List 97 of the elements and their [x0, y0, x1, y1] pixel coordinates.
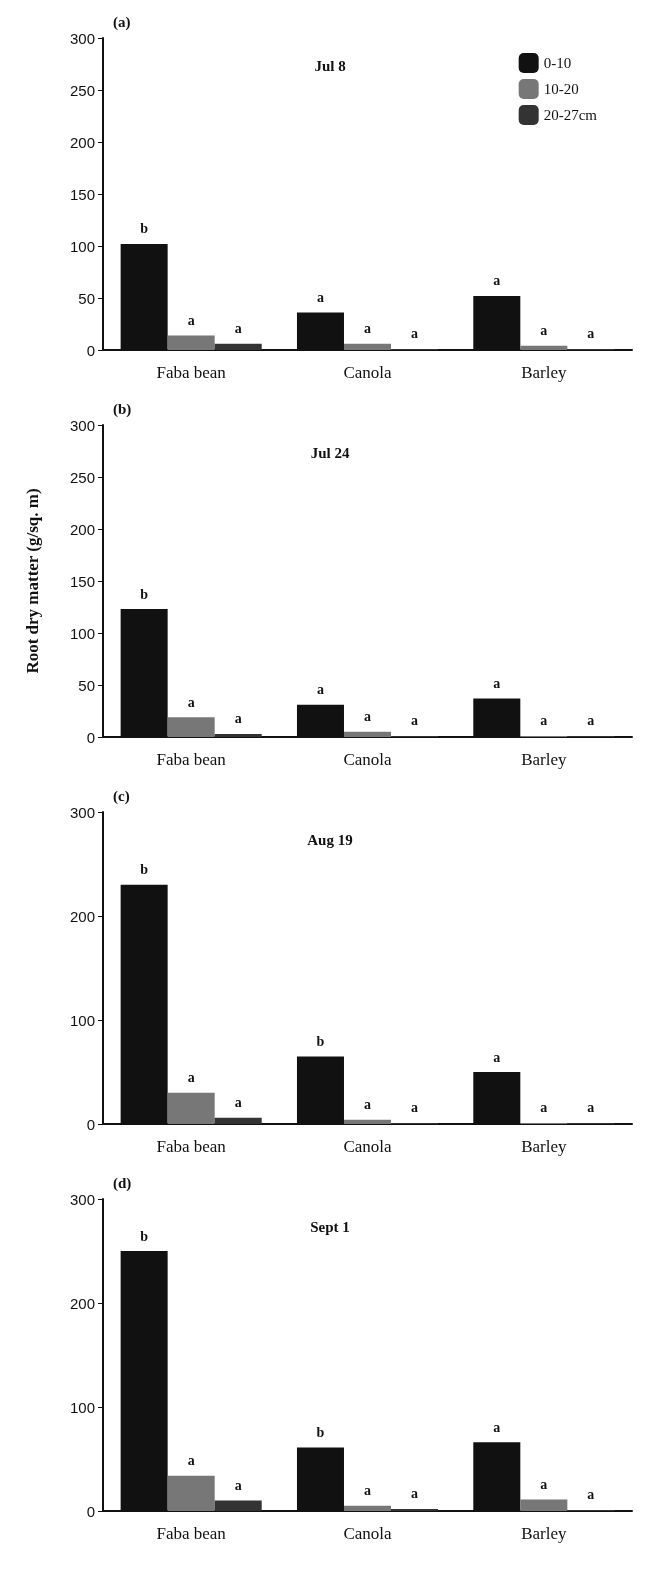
data-label: a: [316, 290, 324, 306]
data-label: a: [587, 326, 595, 342]
y-tick-label: 200: [69, 907, 95, 925]
x-tick-label: Barley: [521, 363, 567, 382]
data-label: a: [316, 682, 324, 698]
y-tick-label: 200: [69, 1294, 95, 1312]
y-tick-label: 300: [69, 1190, 95, 1208]
x-tick-label: Faba bean: [156, 363, 227, 382]
data-label: b: [140, 862, 149, 878]
text: (a): [113, 13, 131, 31]
y-axis-title: Root dry matter (g/sq. m): [23, 488, 42, 674]
bar: [520, 1499, 568, 1511]
data-label: a: [587, 713, 595, 729]
text: Aug 19: [307, 831, 353, 848]
bar: [214, 1117, 262, 1124]
bar: [343, 1505, 392, 1511]
text: (b): [113, 400, 132, 418]
data-label: a: [364, 709, 371, 725]
data-label: b: [140, 1228, 149, 1244]
x-tick-label: Canola: [343, 1137, 393, 1156]
data-label: a: [187, 1453, 195, 1469]
bar: [343, 731, 392, 737]
data-label: a: [234, 711, 242, 727]
text: Jul 24: [310, 444, 350, 461]
y-tick-label: 150: [69, 185, 95, 203]
bar: [167, 335, 215, 350]
y-tick-label: 0: [86, 341, 95, 359]
text: (c): [113, 787, 130, 805]
bar: [167, 717, 215, 737]
data-label: a: [587, 1487, 595, 1503]
legend-label: 0-10: [543, 55, 572, 71]
bar: [167, 1092, 215, 1124]
text: Sept 1: [310, 1218, 350, 1235]
data-label: a: [493, 273, 501, 289]
y-tick-label: 0: [86, 1502, 95, 1520]
y-tick-label: 100: [69, 237, 95, 255]
data-label: b: [140, 221, 149, 237]
bar: [214, 733, 262, 737]
x-tick-label: Canola: [343, 1524, 393, 1543]
data-label: a: [234, 321, 242, 337]
data-label: a: [364, 1097, 371, 1113]
data-label: a: [234, 1095, 242, 1111]
data-label: a: [234, 1478, 242, 1494]
data-label: a: [187, 694, 195, 710]
y-tick-label: 0: [86, 728, 95, 746]
y-tick-label: 200: [69, 133, 95, 151]
bar: [520, 345, 568, 350]
x-tick-label: Faba bean: [156, 1524, 227, 1543]
data-label: a: [493, 1419, 501, 1435]
y-tick-label: 250: [69, 468, 95, 486]
data-label: a: [411, 713, 419, 729]
data-label: a: [187, 1070, 195, 1086]
x-tick-label: Faba bean: [156, 750, 227, 769]
bar: [343, 343, 392, 350]
x-tick-label: Faba bean: [156, 1137, 227, 1156]
data-label: a: [411, 1100, 419, 1116]
data-label: a: [411, 326, 419, 342]
data-label: a: [187, 312, 195, 328]
x-tick-label: Canola: [343, 750, 393, 769]
x-tick-label: Barley: [521, 1137, 567, 1156]
legend-label: 20-27cm: [543, 107, 598, 123]
data-label: a: [587, 1100, 595, 1116]
y-tick-label: 300: [69, 803, 95, 821]
y-tick-label: 250: [69, 81, 95, 99]
x-tick-label: Barley: [521, 1524, 567, 1543]
y-tick-label: 100: [69, 624, 95, 642]
y-tick-label: 300: [69, 29, 95, 47]
y-tick-label: 100: [69, 1011, 95, 1029]
bar: [167, 1475, 215, 1511]
data-label: a: [540, 1477, 548, 1493]
x-tick-label: Canola: [343, 363, 393, 382]
text: (d): [113, 1174, 132, 1192]
data-label: a: [540, 713, 548, 729]
data-label: a: [540, 1100, 548, 1116]
y-tick-label: 50: [78, 289, 95, 307]
bar: [391, 1508, 439, 1511]
data-label: a: [411, 1486, 419, 1502]
y-tick-label: 200: [69, 520, 95, 538]
text: Jul 8: [314, 57, 346, 74]
data-label: b: [316, 1425, 325, 1441]
y-tick-label: 150: [69, 572, 95, 590]
data-label: a: [540, 323, 548, 339]
bar: [343, 1119, 392, 1124]
y-tick-label: 100: [69, 1398, 95, 1416]
bar: [214, 1500, 262, 1511]
y-tick-label: 0: [86, 1115, 95, 1133]
data-label: a: [364, 321, 371, 337]
y-tick-label: 300: [69, 416, 95, 434]
data-label: a: [364, 1483, 371, 1499]
legend-label: 10-20: [543, 81, 579, 97]
y-tick-label: 50: [78, 676, 95, 694]
data-label: a: [493, 1049, 501, 1065]
data-label: b: [316, 1033, 325, 1049]
data-label: a: [493, 676, 501, 692]
x-tick-label: Barley: [521, 750, 567, 769]
data-label: b: [140, 586, 149, 602]
bar: [214, 343, 262, 350]
